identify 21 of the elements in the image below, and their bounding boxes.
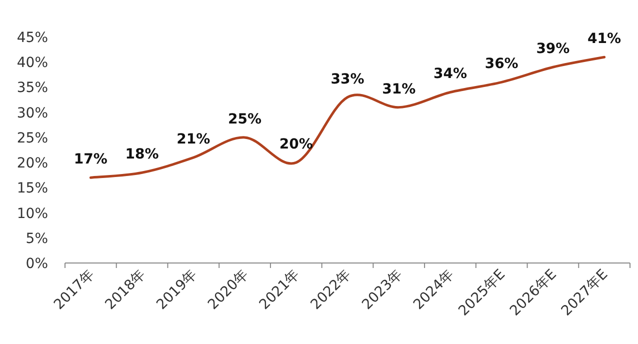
data-label: 36% bbox=[484, 56, 518, 72]
y-tick-label: 35% bbox=[16, 80, 48, 96]
y-tick-label: 0% bbox=[26, 256, 48, 272]
y-tick-label: 40% bbox=[16, 55, 48, 72]
y-tick-label: 10% bbox=[16, 206, 48, 222]
data-label: 33% bbox=[330, 71, 364, 88]
y-tick-label: 5% bbox=[26, 230, 48, 247]
data-label: 18% bbox=[125, 146, 159, 163]
data-label: 39% bbox=[536, 41, 570, 58]
y-tick-label: 30% bbox=[16, 105, 48, 122]
data-label: 17% bbox=[74, 152, 108, 168]
data-label: 25% bbox=[228, 111, 262, 128]
data-label: 34% bbox=[433, 66, 467, 82]
y-tick-label: 20% bbox=[16, 156, 48, 172]
y-tick-label: 45% bbox=[16, 30, 48, 46]
data-label: 21% bbox=[176, 132, 210, 148]
data-label: 20% bbox=[279, 136, 313, 153]
y-tick-label: 15% bbox=[16, 180, 48, 197]
data-label: 41% bbox=[588, 31, 622, 48]
y-tick-label: 25% bbox=[16, 130, 48, 146]
data-label: 31% bbox=[382, 81, 416, 98]
